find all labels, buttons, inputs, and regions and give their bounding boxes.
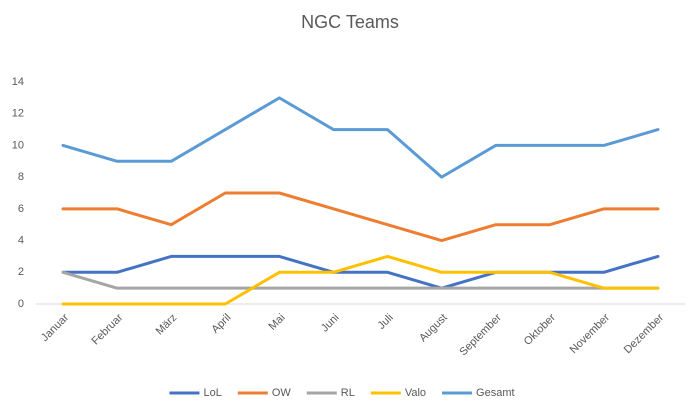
legend-label: Valo [405, 387, 426, 399]
legend-label: LoL [203, 387, 221, 399]
x-tick-label: November [568, 311, 613, 356]
legend-label: OW [272, 387, 292, 399]
x-tick-label: Mai [267, 312, 288, 333]
x-tick-label: Dezember [622, 311, 667, 356]
y-tick-label: 4 [18, 234, 24, 246]
series-line [61, 254, 660, 290]
x-tick-label: Februar [90, 311, 126, 347]
series-line [61, 96, 660, 179]
y-tick-label: 6 [18, 203, 24, 215]
y-tick-label: 8 [18, 171, 24, 183]
y-tick-label: 0 [18, 298, 24, 310]
legend-label: RL [341, 387, 355, 399]
x-tick-label: Juni [319, 312, 342, 335]
x-tick-label: Oktober [522, 311, 558, 347]
y-tick-label: 10 [12, 139, 24, 151]
x-tick-label: August [417, 312, 450, 345]
y-tick-label: 12 [12, 108, 24, 120]
x-tick-label: Januar [39, 311, 72, 344]
series-line [61, 254, 660, 306]
series-line [61, 270, 660, 290]
legend-label: Gesamt [476, 387, 515, 399]
x-tick-label: März [154, 312, 180, 338]
x-tick-label: September [457, 311, 504, 358]
x-tick-label: April [209, 312, 233, 336]
chart-title: NGC Teams [301, 12, 399, 32]
series-line [61, 191, 660, 243]
x-tick-label: Juli [376, 312, 396, 332]
y-tick-label: 2 [18, 266, 24, 278]
y-tick-label: 14 [12, 76, 24, 88]
